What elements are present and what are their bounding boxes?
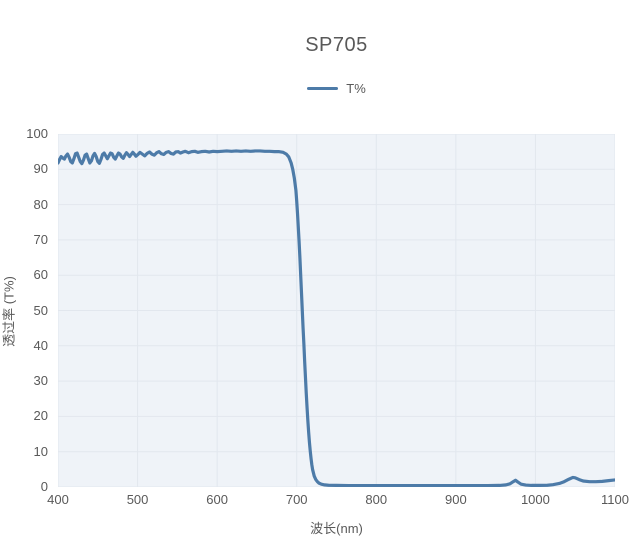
plot-area xyxy=(58,134,615,487)
y-tick-label: 100 xyxy=(26,126,48,141)
y-tick-label: 80 xyxy=(33,196,48,212)
y-tick-label: 60 xyxy=(33,267,48,283)
y-tick-label: 10 xyxy=(33,443,48,459)
x-tick-label: 1000 xyxy=(520,492,550,507)
y-tick-label: 20 xyxy=(33,408,48,424)
y-tick-label: 50 xyxy=(33,302,48,318)
y-tick-label: 90 xyxy=(33,161,48,177)
series-line-T% xyxy=(58,149,615,487)
transmission-curve-plot xyxy=(58,134,615,487)
x-tick-label: 500 xyxy=(126,492,149,507)
x-tick-label: 1100 xyxy=(601,492,629,507)
chart-title: SP705 xyxy=(305,34,368,56)
y-tick-label: 70 xyxy=(33,231,48,247)
x-tick-label: 800 xyxy=(365,492,388,507)
y-tick-label: 40 xyxy=(33,337,48,353)
y-tick-label: 30 xyxy=(33,373,48,389)
x-tick-label: 700 xyxy=(285,492,308,507)
x-tick-label: 600 xyxy=(206,492,228,507)
x-tick-label: 400 xyxy=(47,492,69,507)
y-tick-label: 0 xyxy=(40,479,48,494)
x-axis-title: 波长(nm) xyxy=(310,521,363,536)
x-tick-label: 900 xyxy=(444,492,467,507)
legend-label: T% xyxy=(346,81,366,96)
legend: T% xyxy=(58,81,615,96)
legend-line-icon xyxy=(307,87,339,90)
